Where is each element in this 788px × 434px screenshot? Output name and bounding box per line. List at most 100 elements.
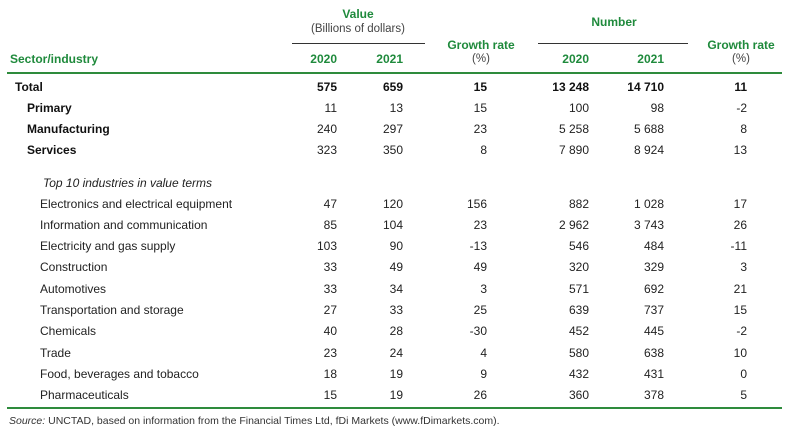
value-growth-cell: -13 — [469, 239, 487, 253]
value-2021-cell: 24 — [389, 346, 403, 360]
number-2021-cell: 484 — [643, 239, 664, 253]
value-growth-cell: -30 — [469, 324, 487, 338]
number-2021-cell: 638 — [643, 346, 664, 360]
row-label: Primary — [27, 101, 72, 115]
number-2020-cell: 100 — [568, 101, 589, 115]
number-2020-cell: 882 — [568, 197, 589, 211]
row-label: Transportation and storage — [40, 303, 184, 317]
row-label: Electricity and gas supply — [40, 239, 176, 253]
row-label: Information and communication — [40, 218, 208, 232]
number-2021-cell: 737 — [643, 303, 664, 317]
number-growth-cell: 21 — [733, 282, 747, 296]
value-growth-cell: 4 — [480, 346, 487, 360]
number-2020-cell: 580 — [568, 346, 589, 360]
number-2021-cell: 378 — [643, 388, 664, 402]
header-divider — [7, 72, 782, 74]
value-2021-cell: 19 — [389, 388, 403, 402]
number-group-header: Number — [591, 15, 637, 29]
value-growth-cell: 15 — [473, 101, 487, 115]
number-2020-cell: 639 — [568, 303, 589, 317]
number-growth-cell: 17 — [733, 197, 747, 211]
value-growth-cell: 156 — [466, 197, 487, 211]
number-group-rule — [538, 43, 688, 44]
value-growth-cell: 9 — [480, 367, 487, 381]
value-2020-cell: 103 — [316, 239, 337, 253]
row-label: Construction — [40, 260, 108, 274]
value-2021-cell: 659 — [382, 80, 403, 94]
value-2021-cell: 19 — [389, 367, 403, 381]
value-2020-cell: 240 — [316, 122, 337, 136]
value-2020-cell: 33 — [323, 282, 337, 296]
footer-divider — [7, 407, 782, 409]
number-2020-cell: 432 — [568, 367, 589, 381]
value-growth-cell: 8 — [480, 143, 487, 157]
row-label: Automotives — [40, 282, 107, 296]
value-2021-cell: 104 — [382, 218, 403, 232]
value-growth-cell: 26 — [473, 388, 487, 402]
value-group-rule — [292, 43, 425, 44]
value-growth-cell: 25 — [473, 303, 487, 317]
number-2021-header: 2021 — [637, 52, 664, 66]
number-growth-cell: 26 — [733, 218, 747, 232]
number-2021-cell: 329 — [643, 260, 664, 274]
value-growth-unit: (%) — [472, 53, 490, 65]
number-2020-header: 2020 — [562, 52, 589, 66]
value-2020-cell: 15 — [323, 388, 337, 402]
number-growth-cell: -2 — [736, 324, 747, 338]
number-growth-cell: -11 — [730, 239, 747, 253]
number-2020-cell: 452 — [568, 324, 589, 338]
value-growth-header: Growth rate — [447, 38, 515, 52]
value-2020-cell: 47 — [323, 197, 337, 211]
value-2020-cell: 18 — [323, 367, 337, 381]
number-2021-cell: 3 743 — [633, 218, 664, 232]
sector-column-header: Sector/industry — [10, 52, 99, 66]
value-2020-header: 2020 — [310, 52, 337, 66]
row-label: Services — [27, 143, 77, 157]
number-2021-cell: 8 924 — [633, 143, 664, 157]
value-2021-cell: 297 — [382, 122, 403, 136]
number-growth-header: Growth rate — [707, 38, 775, 52]
number-growth-cell: -2 — [736, 101, 747, 115]
number-growth-cell: 5 — [740, 388, 747, 402]
value-2021-cell: 33 — [389, 303, 403, 317]
number-growth-cell: 11 — [734, 80, 747, 94]
source-text: UNCTAD, based on information from the Fi… — [45, 415, 500, 427]
value-2020-cell: 23 — [323, 346, 337, 360]
number-2021-cell: 98 — [650, 101, 664, 115]
number-2021-cell: 1 028 — [633, 197, 664, 211]
value-2020-cell: 323 — [316, 143, 337, 157]
value-group-header: Value — [342, 7, 374, 21]
number-2021-cell: 431 — [643, 367, 664, 381]
value-2020-cell: 33 — [323, 260, 337, 274]
number-2021-cell: 5 688 — [633, 122, 664, 136]
number-2020-cell: 5 258 — [558, 122, 589, 136]
value-growth-cell: 15 — [473, 80, 487, 94]
number-growth-cell: 10 — [733, 346, 747, 360]
number-growth-unit: (%) — [732, 53, 750, 65]
value-2021-cell: 28 — [389, 324, 403, 338]
value-2021-cell: 350 — [382, 143, 403, 157]
value-growth-cell: 23 — [473, 218, 487, 232]
row-label: Chemicals — [40, 324, 97, 338]
value-2020-cell: 27 — [323, 303, 337, 317]
value-2020-cell: 85 — [323, 218, 337, 232]
number-2021-cell: 445 — [643, 324, 664, 338]
number-2020-cell: 2 962 — [558, 218, 589, 232]
number-2021-cell: 692 — [643, 282, 664, 296]
number-growth-cell: 8 — [740, 122, 747, 136]
source-prefix: Source: — [9, 415, 46, 427]
value-growth-cell: 3 — [480, 282, 487, 296]
value-growth-cell: 23 — [473, 122, 487, 136]
number-2020-cell: 13 248 — [552, 80, 589, 94]
value-2020-cell: 11 — [324, 101, 337, 115]
number-2020-cell: 320 — [568, 260, 589, 274]
value-2021-cell: 120 — [382, 197, 403, 211]
value-2020-cell: 575 — [316, 80, 337, 94]
source-note: Source: UNCTAD, based on information fro… — [9, 415, 500, 427]
value-2021-header: 2021 — [376, 52, 403, 66]
row-label: Trade — [40, 346, 71, 360]
row-label: Manufacturing — [27, 122, 110, 136]
number-growth-cell: 3 — [740, 260, 747, 274]
number-growth-cell: 0 — [740, 367, 747, 381]
number-2020-cell: 546 — [568, 239, 589, 253]
